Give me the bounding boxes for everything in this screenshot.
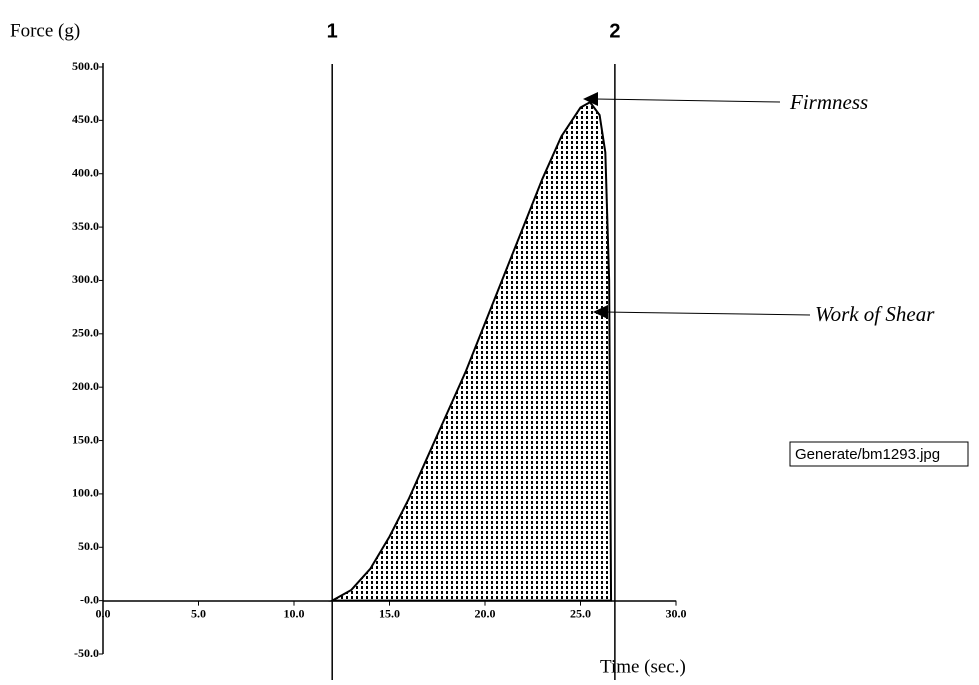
x-tick-label: 10.0 — [284, 606, 305, 620]
x-tick-label: 20.0 — [475, 606, 496, 620]
y-tick-label: 250.0 — [72, 326, 99, 340]
y-tick-label: 350.0 — [72, 219, 99, 233]
annotation: Firmness — [789, 90, 868, 114]
marker-label: 2 — [609, 20, 620, 42]
y-tick-label: 500.0 — [72, 59, 99, 73]
x-tick-label: 25.0 — [570, 606, 591, 620]
y-tick-label: 50.0 — [78, 539, 99, 553]
y-tick-label: 100.0 — [72, 486, 99, 500]
x-tick-label: 15.0 — [379, 606, 400, 620]
y-axis-title: Force (g) — [10, 20, 80, 41]
x-axis-title: Time (sec.) — [600, 656, 686, 677]
marker-label: 1 — [327, 20, 338, 42]
x-tick-label: 0.0 — [96, 606, 111, 620]
y-tick-label: 150.0 — [72, 432, 99, 446]
area — [332, 102, 611, 600]
chart: Force (g) Time (sec.) Firmness Work of S… — [0, 0, 979, 685]
y-tick-label: 450.0 — [72, 112, 99, 126]
y-tick-label: -0.0 — [80, 592, 99, 606]
arrow-line — [605, 312, 810, 315]
x-tick-label: 30.0 — [666, 606, 687, 620]
page: {"chart_data":{"type":"area","y_label":"… — [0, 0, 979, 685]
y-tick-label: -50.0 — [74, 646, 99, 660]
y-tick-label: 300.0 — [72, 272, 99, 286]
y-tick-label: 400.0 — [72, 165, 99, 179]
annotation: Work of Shear — [815, 302, 935, 326]
y-tick-label: 200.0 — [72, 379, 99, 393]
arrow-line — [595, 99, 780, 102]
tooltip: Generate/bm1293.jpg — [795, 446, 940, 463]
x-tick-label: 5.0 — [191, 606, 206, 620]
